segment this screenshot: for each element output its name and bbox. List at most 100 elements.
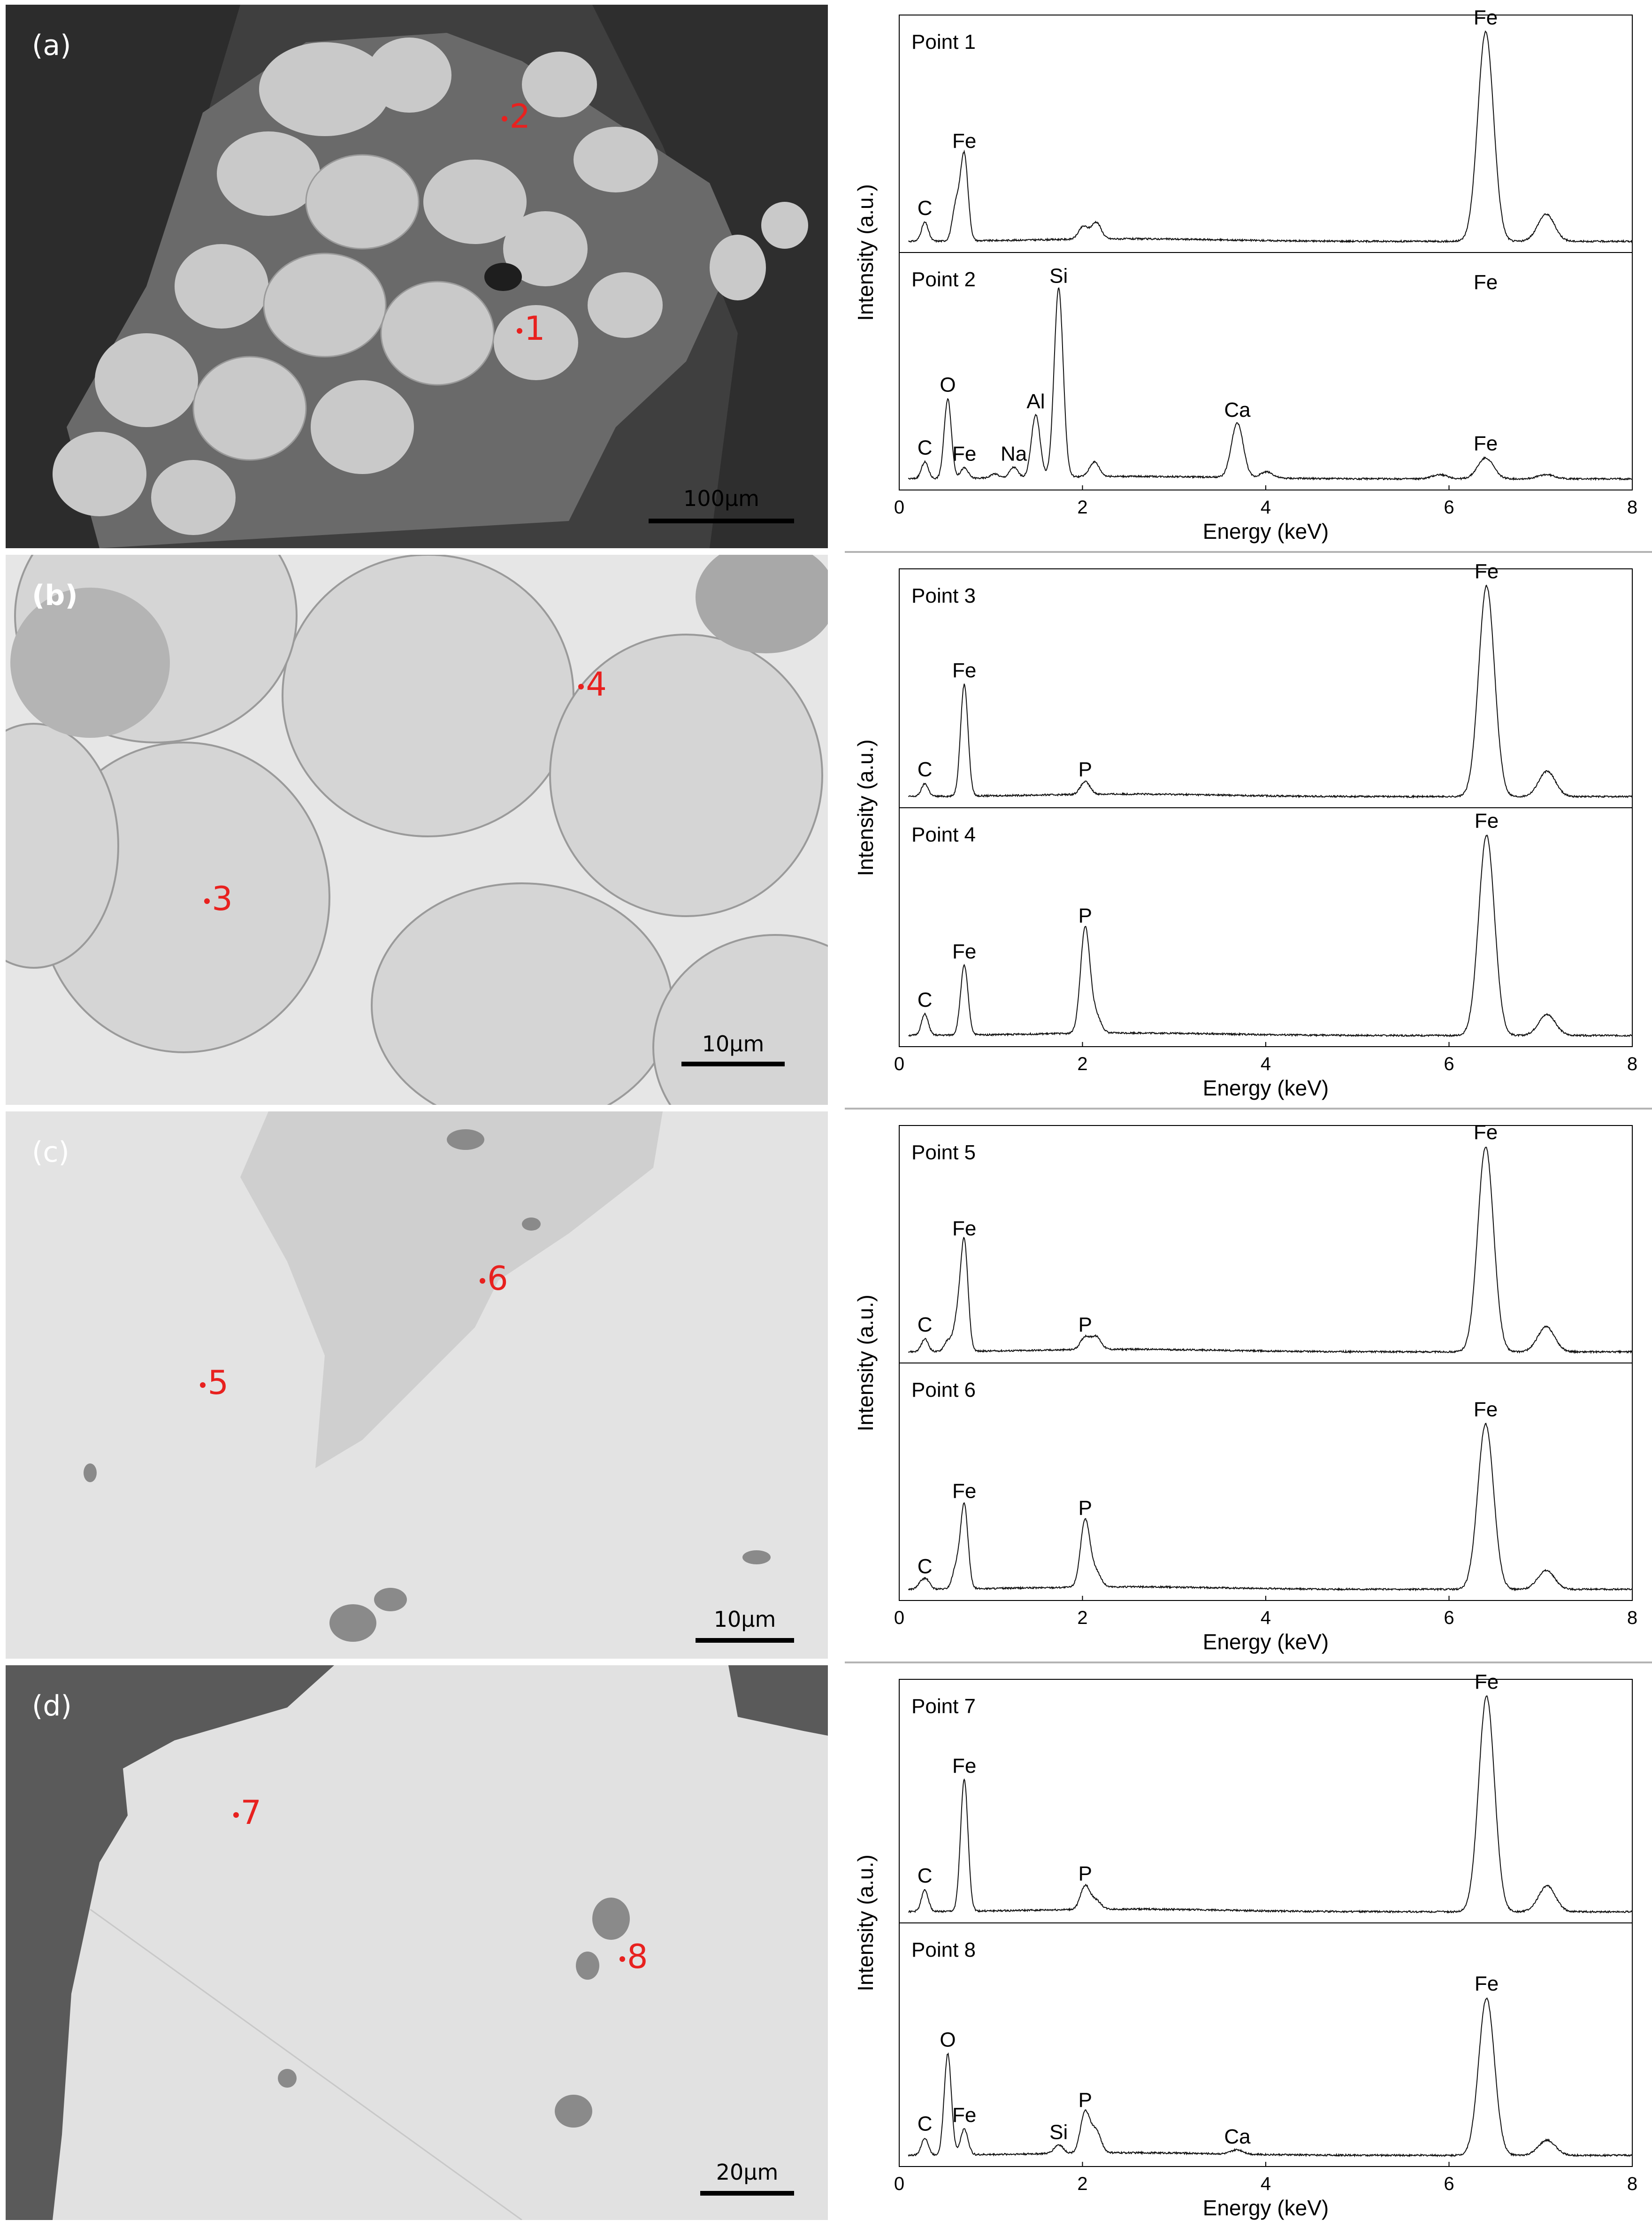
element-peak-label: O [940,2028,956,2051]
element-peak-label: P [1078,1496,1092,1519]
spectrum-line [908,1423,1633,1592]
x-axis-label: Energy (keV) [1203,2196,1329,2220]
element-peak-label: Ca [1224,2125,1251,2148]
measurement-point-dot [480,1278,486,1284]
measurement-point-label: 7 [240,1793,262,1832]
x-tick-label: 2 [1077,1608,1087,1628]
sem-image-d: 20μm [6,1665,828,2220]
measurement-point-label: 8 [627,1937,648,1976]
subplot-frame [899,568,1633,808]
element-peak-label: C [918,758,933,781]
element-peak-label: C [918,1555,933,1578]
element-peak-label: C [918,1864,933,1887]
separator-line [845,1108,1652,1110]
y-axis-label: Intensity (a.u.) [853,1294,878,1431]
y-axis-label: Intensity (a.u.) [853,739,878,876]
element-peak-label: Fe [952,1754,976,1777]
subplot-frame [899,15,1633,253]
sem-panel-d: 20μm (d) 7 8 [6,1665,828,2220]
x-tick-label: 4 [1261,497,1271,518]
element-peak-label: O [940,374,956,397]
sem-panel-b: 10μm (b) 4 3 [6,555,828,1105]
element-peak-label: Fe [1474,6,1498,29]
element-peak-label: P [1078,2089,1092,2112]
element-peak-label: Fe [952,1480,976,1503]
measurement-point-label: 3 [212,880,233,919]
element-peak-label: Ca [1224,398,1251,421]
subplot-frame [899,1363,1633,1601]
x-tick-label: 0 [894,497,904,518]
y-axis-label: Intensity (a.u.) [853,1854,878,1991]
measurement-point-dot [620,1956,625,1962]
element-peak-label: Fe [1474,432,1498,455]
panel-label: (c) [32,1136,69,1169]
scale-bar-label: 10μm [702,1031,765,1057]
spectrum-line [908,1147,1633,1355]
x-axis-label: Energy (keV) [1203,1630,1329,1654]
x-tick-label: 0 [894,1054,904,1074]
series-name: Point 4 [911,823,976,846]
measurement-point-dot [578,684,584,690]
spectrum-line [908,834,1633,1038]
eds-chart-d: Point 7 C Fe P Fe Point 8 C O Fe Si P Ca Fe 0 2 4 6 8 Ener… [840,1664,1652,2228]
x-tick-label: 4 [1261,2174,1271,2194]
spectrum-line [908,1997,1633,2158]
x-tick-label: 8 [1627,1608,1637,1628]
sem-image-c: 10μm [6,1111,828,1659]
measurement-point-label: 6 [487,1259,508,1298]
series-name: Point 2 [911,268,976,291]
panel-label: (d) [32,1690,72,1723]
element-peak-label: Fe [952,443,976,466]
separator-line [845,551,1652,553]
subplot-frame [899,1922,1633,2167]
element-peak-label: Si [1049,2121,1068,2144]
element-peak-label: Si [1049,265,1068,288]
x-tick-label: 2 [1077,1054,1087,1074]
x-tick-label: 2 [1077,2174,1087,2194]
x-tick-label: 6 [1444,2174,1454,2194]
element-peak-label: C [918,2112,933,2135]
x-tick-label: 2 [1077,497,1087,518]
element-peak-label: C [918,988,933,1011]
measurement-point-dot [204,898,210,904]
element-peak-label: Na [1001,443,1027,466]
element-peak-label: Fe [1475,1670,1499,1693]
element-peak-label: P [1078,1862,1092,1885]
scale-bar-label: 20μm [716,2159,779,2185]
element-peak-label: Fe [1474,1398,1498,1421]
eds-svg: Point 1 C Fe Fe Point 2 C O Fe Na Al Si Ca Fe Fe 0 2 4 6 8… [853,6,1637,544]
eds-svg: Point 5 C Fe P Fe Point 6 C Fe P Fe 0 2 4 6 8 Energy (k… [853,1121,1637,1654]
element-peak-label: P [1078,758,1092,781]
spectrum-line [908,584,1633,799]
x-axis-label: Energy (keV) [1203,519,1329,544]
element-peak-label: Fe [952,130,976,153]
element-peak-label: Fe [1474,271,1498,294]
measurement-point-dot [517,328,522,334]
sem-panel-c: 10μm (c) 6 5 [6,1111,828,1659]
eds-chart-b: Point 3 C Fe P Fe Point 4 C Fe P Fe 0 2 4 6 8 Energy (k… [840,554,1652,1108]
element-peak-label: Fe [1475,1972,1499,1995]
x-tick-label: 6 [1444,1608,1454,1628]
separator-line [845,1661,1652,1663]
x-tick-label: 6 [1444,497,1454,518]
x-tick-label: 6 [1444,1054,1454,1074]
measurement-point-label: 4 [586,665,607,704]
eds-chart-c: Point 5 C Fe P Fe Point 6 C Fe P Fe 0 2 4 6 8 Energy (k… [840,1110,1652,1661]
element-peak-label: P [1078,1313,1092,1336]
sem-image-b: 10μm [6,555,828,1105]
element-peak-label: Fe [1475,809,1499,832]
scale-bar-label: 10μm [714,1607,776,1632]
element-peak-label: C [918,1313,933,1336]
measurement-point-dot [233,1812,239,1818]
sem-panel-a: 100μm (a) 2 1 [6,5,828,548]
eds-chart-a: Point 1 C Fe Fe Point 2 C O Fe Na Al Si Ca Fe Fe 0 2 4 6 8… [840,0,1652,551]
element-peak-label: Fe [952,940,976,963]
x-tick-label: 8 [1627,2174,1637,2194]
spectrum-line [908,1695,1633,1914]
measurement-point-label: 1 [524,309,545,348]
element-peak-label: C [918,436,933,459]
measurement-point-label: 2 [509,97,530,136]
element-peak-label: P [1078,904,1092,927]
spectrum-line [908,30,1633,244]
x-tick-label: 8 [1627,1054,1637,1074]
